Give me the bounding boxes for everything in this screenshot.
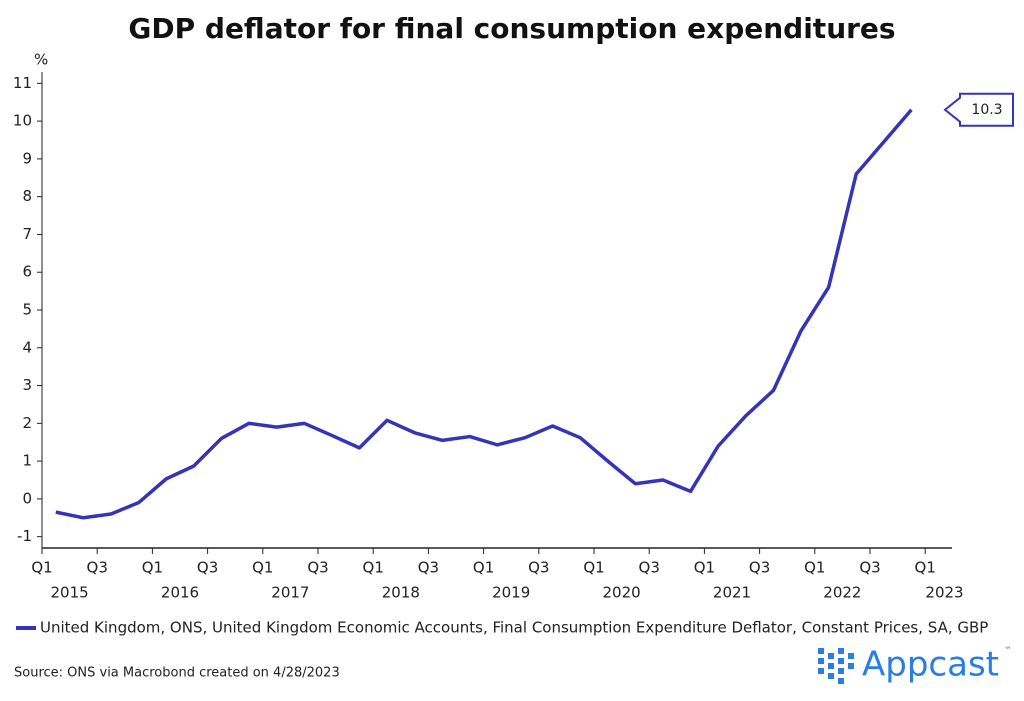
x-tick-label: Q1 [31,559,52,577]
y-tick-label: 11 [13,74,32,92]
logo-mark: ™ [1004,646,1012,655]
x-year-label: 2019 [492,584,530,602]
y-tick-label: 10 [13,112,32,130]
x-tick-label: Q1 [252,559,273,577]
x-year-label: 2015 [51,584,89,602]
x-tick-label: Q3 [528,559,549,577]
x-tick-label: Q3 [197,559,218,577]
x-tick-label: Q1 [142,559,163,577]
x-year-label: 2020 [603,584,641,602]
x-tick-label: Q1 [363,559,384,577]
y-tick-label: 5 [22,301,32,319]
x-tick-label: Q3 [749,559,770,577]
x-tick-label: Q1 [473,559,494,577]
chart-title: GDP deflator for final consumption expen… [128,12,895,45]
x-year-label: 2022 [823,584,861,602]
x-tick-label: Q1 [804,559,825,577]
y-tick-label: 0 [22,489,32,507]
x-tick-label: Q3 [418,559,439,577]
source: Source: ONS via Macrobond created on 4/2… [14,666,340,681]
legend-label: United Kingdom, ONS, United Kingdom Econ… [40,619,988,637]
y-tick-label: 3 [22,376,32,394]
value-label: 10.3 [971,102,1002,118]
value-callout [943,92,1014,127]
y-tick-label: 8 [22,187,32,205]
line [55,108,913,520]
y-tick-label: 9 [22,149,32,167]
y-unit: % [34,51,48,69]
x-tick-label: Q3 [87,559,108,577]
x-year-label: 2023 [925,584,963,602]
y-tick-label: 7 [22,225,32,243]
x-year-label: 2021 [713,584,751,602]
x-tick-label: Q3 [307,559,328,577]
y-tick-label: 4 [22,338,32,356]
x-tick-label: Q3 [859,559,880,577]
y-tick-label: 6 [22,263,32,281]
x-year-label: 2016 [161,584,199,602]
logo-text: Appcast [862,645,999,685]
x-tick-label: Q1 [694,559,715,577]
x-year-label: 2018 [382,584,420,602]
y-tick-label: 1 [22,452,32,470]
y-tick-label: 2 [22,414,32,432]
y-tick-label: -1 [17,527,32,545]
x-tick-label: Q3 [639,559,660,577]
logo-icon [818,648,854,684]
x-tick-label: Q1 [915,559,936,577]
x-year-label: 2017 [271,584,309,602]
x-tick-label: Q1 [583,559,604,577]
